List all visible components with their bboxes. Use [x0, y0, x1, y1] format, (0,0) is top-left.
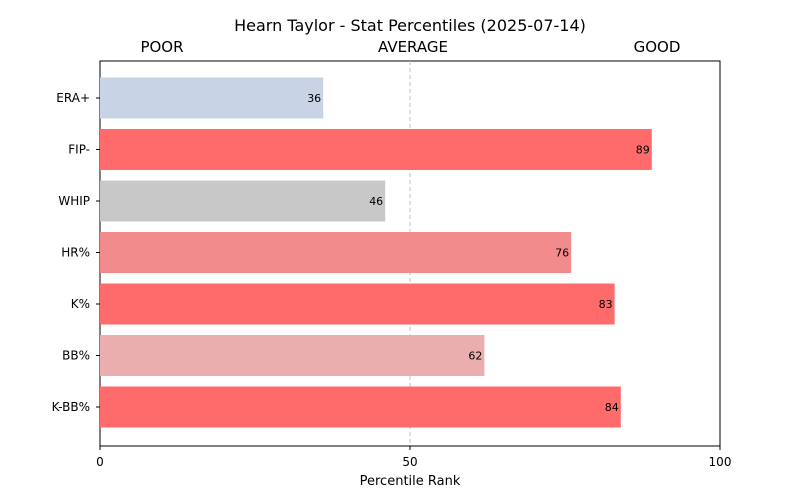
y-tick-label-era: ERA+	[56, 91, 90, 105]
chart-title: Hearn Taylor - Stat Percentiles (2025-07…	[234, 16, 586, 35]
bar-value-k-bb: 84	[605, 401, 619, 414]
zone-label-good: GOOD	[634, 38, 681, 56]
x-tick-label-0: 0	[96, 455, 104, 469]
bar-value-whip: 46	[369, 195, 383, 208]
bar-bb	[100, 335, 485, 376]
zone-label-average: AVERAGE	[378, 38, 448, 56]
bar-era	[100, 77, 324, 119]
bar-value-bb: 62	[468, 350, 482, 363]
bar-k-bb	[100, 386, 621, 428]
x-tick-label-50: 50	[402, 455, 417, 469]
zone-labels: POOR AVERAGE GOOD	[140, 38, 680, 56]
axes-group: 0 50 100	[96, 446, 731, 469]
bar-hr	[100, 232, 572, 273]
y-tick-label-fip: FIP-	[68, 143, 90, 157]
bar-value-hr: 76	[555, 247, 569, 260]
x-tick-label-100: 100	[709, 455, 732, 469]
zone-label-poor: POOR	[140, 38, 183, 56]
x-axis-label: Percentile Rank	[360, 474, 461, 489]
bar-k	[100, 283, 615, 325]
bar-whip	[100, 180, 386, 222]
bar-value-k: 83	[599, 298, 613, 311]
y-tick-label-k-bb: K-BB%	[52, 400, 90, 414]
bar-value-fip: 89	[636, 144, 650, 157]
bar-value-era: 36	[307, 92, 321, 105]
y-tick-label-hr: HR%	[61, 246, 90, 260]
bar-fip	[100, 129, 652, 170]
y-tick-label-whip: WHIP	[58, 194, 90, 208]
bars-group: 36 ERA+ 89 FIP- 46 WHIP 76 HR% 83 K% 62 BB% 84 K-BB%	[52, 61, 652, 446]
y-tick-label-k: K%	[71, 297, 90, 311]
y-tick-label-bb: BB%	[62, 349, 90, 363]
